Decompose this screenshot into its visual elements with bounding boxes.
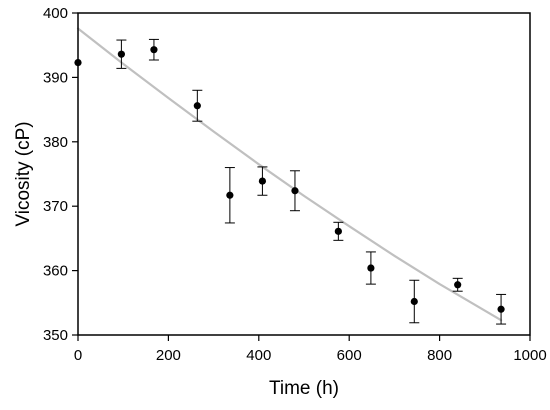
y-axis: 350 360 370 380 390 400 [43,5,78,344]
data-point-marker [193,102,201,110]
data-point [333,221,344,241]
y-axis-title: Vicosity (cP) [13,121,34,226]
x-axis-title: Time (h) [269,378,339,399]
data-points-layer [74,38,507,325]
data-point [365,251,376,285]
data-point-marker [497,305,505,313]
x-tick-label: 200 [156,347,181,364]
data-point-marker [226,191,234,199]
data-point-marker [334,227,342,235]
data-point-marker [291,187,299,195]
plot-area-frame [77,12,531,336]
data-point [224,167,235,224]
x-tick-label: 1000 [513,347,546,364]
x-tick-label: 400 [246,347,271,364]
data-point [257,166,268,196]
x-tick-label: 800 [427,347,452,364]
y-tick-label: 400 [43,5,68,22]
data-point [409,279,420,324]
y-tick-label: 380 [43,134,68,151]
data-point-marker [150,46,158,54]
data-point [289,170,300,212]
y-tick-label: 360 [43,263,68,280]
data-point [496,293,507,325]
y-tick-label: 390 [43,69,68,86]
x-tick-label: 0 [74,347,82,364]
data-point-marker [454,281,462,289]
fit-curve [76,27,503,322]
data-point-marker [117,50,125,58]
data-point [192,89,203,122]
x-axis: 0 200 400 600 800 1000 [74,335,547,364]
x-tick-label: 600 [337,347,362,364]
fit-curve-layer [76,27,503,322]
data-point-marker [367,264,375,272]
data-point-marker [258,177,267,185]
y-tick-label: 350 [43,327,68,344]
data-point [116,39,127,69]
y-tick-label: 370 [43,198,68,215]
data-point-marker [410,297,418,306]
data-point [148,38,159,61]
data-point [452,277,463,292]
